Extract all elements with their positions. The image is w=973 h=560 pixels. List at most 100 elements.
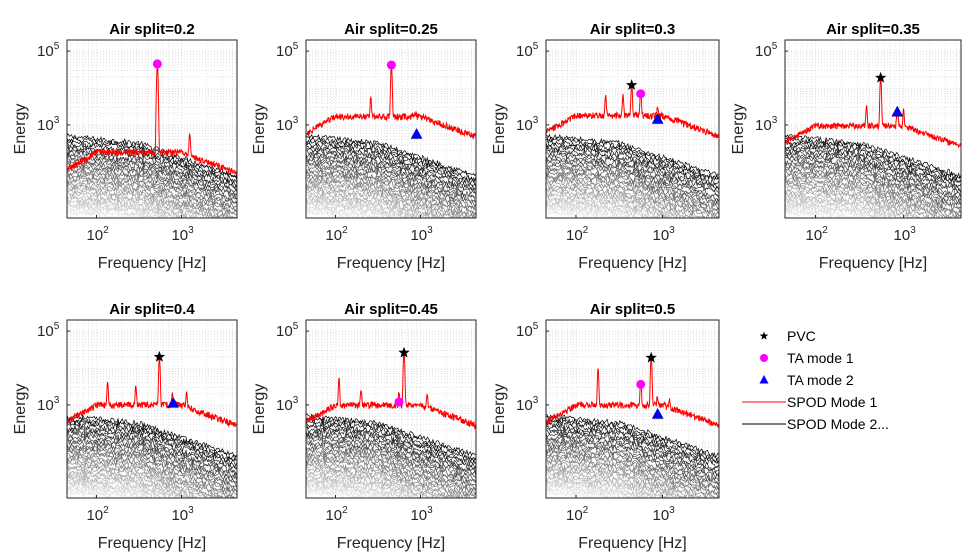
y-tick-base: 10 [516,323,533,340]
spod-mode-20-line [785,179,961,218]
x-tick-label: 102 [325,225,348,244]
spod-mode-25-line [67,193,237,218]
spod-mode-17-line [306,173,476,218]
spod-mode-3-line [785,136,961,181]
spod-mode-21-line [785,183,961,218]
spod-mode-30-line [546,206,719,218]
x-tick-label: 103 [410,505,433,524]
y-tick-exp: 3 [533,115,539,126]
x-tick-exp: 2 [583,225,589,236]
y-axis-label: Energy [251,104,268,155]
y-tick-base: 10 [276,117,293,134]
spod-mode-11-line [785,156,961,203]
pvc-marker [398,346,410,358]
spectra [67,63,237,218]
spod-mode-29-line [67,204,237,218]
axes-box [305,319,477,499]
spod-mode-7-line [546,426,719,470]
spod-mode-23-line [785,188,961,218]
spod-mode-1-line [67,63,237,176]
spod-mode-26-line [306,196,476,218]
pvc-legend-icon [759,331,769,340]
y-tick-base: 10 [37,323,54,340]
pvc-marker [625,79,638,90]
y-tick-label: 105 [276,41,299,60]
y-axis-label: Energy [12,104,29,155]
y-tick-label: 103 [516,115,539,134]
spod-mode-26-line [546,476,719,498]
legend-label-ta2: TA mode 2 [787,372,854,388]
spod-mode-5-line [306,422,476,466]
spod-mode-24-line [546,191,719,218]
spod-mode-17-line [67,172,237,216]
spod-mode-4-line [67,417,237,462]
spod-mode-6-line [67,423,237,470]
x-tick-base: 10 [325,507,342,524]
x-axis-label: Frequency [Hz] [337,255,445,272]
axes-background [67,320,237,498]
axes-background [67,40,237,218]
subplot-title: Air split=0.25 [344,21,438,38]
spod-mode-15-line [785,168,961,213]
x-tick-base: 10 [566,227,583,244]
spod-mode-19-line [306,177,476,218]
x-tick-base: 10 [171,507,188,524]
spod-mode-18-line [306,455,476,498]
legend-label-ta1: TA mode 1 [787,350,854,366]
spod-mode-14-line [546,165,719,210]
x-tick-label: 103 [410,225,433,244]
spod-mode-12-line [546,439,719,485]
spod-mode-9-line [785,151,961,197]
spod-mode-29-line [306,204,476,218]
spod-mode-20-line [67,460,237,498]
spod-mode-6-line [306,145,476,189]
x-tick-label: 102 [566,505,589,524]
ta-mode-2-marker [651,112,664,124]
y-axis-label: Energy [491,384,508,435]
y-tick-base: 10 [37,117,54,134]
spod-mode-13-line [306,162,476,207]
spod-mode-31-line [546,488,719,498]
spod-mode-31-line [546,209,719,218]
x-tick-base: 10 [410,227,427,244]
spod-mode-22-line [306,185,476,218]
spod-mode-6-line [785,144,961,188]
spod-mode-29-line [546,483,719,498]
subplot-title: Air split=0.2 [109,21,194,38]
x-axis-label: Frequency [Hz] [578,535,686,552]
y-tick-label: 103 [276,115,299,134]
x-tick-label: 103 [652,225,675,244]
spectra [67,356,237,498]
spod-mode-22-line [67,185,237,218]
spod-mode-3-line [67,417,237,461]
y-tick-base: 10 [516,397,533,414]
ta-mode-1-marker [386,60,396,70]
x-axis-label: Frequency [Hz] [578,255,686,272]
x-axis-label: Frequency [Hz] [819,255,927,272]
spod-mode-1-line [67,356,237,428]
x-axis-label: Frequency [Hz] [98,255,206,272]
y-tick-label: 103 [755,115,778,134]
axes-background [546,40,719,218]
pvc-marker [645,351,657,363]
axes-box [545,39,720,219]
spod-mode-19-line [67,458,237,498]
spod-mode-2-line [306,413,476,457]
spod-mode-15-line [306,447,476,491]
spod-mode-20-line [306,459,476,498]
x-axis-label: Frequency [Hz] [98,535,206,552]
spod-mode-30-line [67,206,237,218]
spod-mode-4-line [546,418,719,465]
y-tick-exp: 3 [293,115,299,126]
spod-mode-6-line [546,143,719,190]
spod-mode-15-line [67,447,237,492]
spod-mode-7-line [306,426,476,471]
x-tick-exp: 3 [669,225,675,236]
spod-mode-5-line [785,141,961,185]
y-tick-exp: 3 [54,395,60,406]
y-axis-label: Energy [491,104,508,155]
